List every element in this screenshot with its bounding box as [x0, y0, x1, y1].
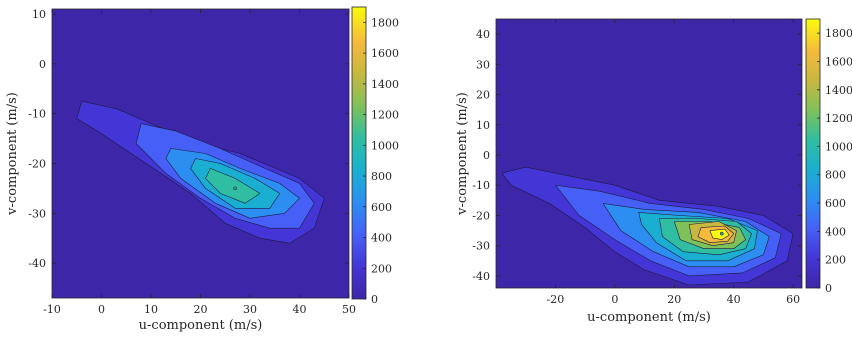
colorbar-tick-label: 200 [825, 254, 846, 267]
colorbar-tick-label: 1200 [371, 109, 399, 122]
y-tick-label: 10 [476, 119, 490, 132]
y-tick-label: -30 [28, 207, 46, 220]
x-axis-label: u-component (m/s) [139, 318, 263, 333]
colorbar [351, 6, 367, 300]
colorbar-tick-label: 1000 [825, 140, 852, 153]
colorbar-tick-label: 1600 [825, 55, 852, 68]
colorbar-tick-label: 1800 [371, 16, 399, 29]
x-tick-label: 10 [144, 303, 158, 316]
colorbar-tick-label: 400 [371, 232, 392, 245]
y-axis-label: v-component (m/s) [455, 92, 470, 216]
y-tick-label: -40 [28, 257, 46, 270]
x-tick-label: -10 [43, 303, 61, 316]
colorbar-tick-label: 1000 [371, 139, 399, 152]
y-tick-label: 20 [476, 89, 490, 102]
x-tick-label: 40 [727, 293, 741, 306]
x-tick-label: 30 [243, 303, 257, 316]
colorbar-tick-label: 1200 [825, 112, 852, 125]
colorbar-tick-label: 1400 [825, 84, 852, 97]
x-axis-label: u-component (m/s) [587, 310, 711, 325]
colorbar-tick-label: 200 [371, 262, 392, 275]
x-tick-label: 0 [98, 303, 105, 316]
x-tick-label: 60 [786, 293, 800, 306]
y-tick-label: 40 [476, 28, 490, 41]
x-tick-label: 20 [667, 293, 681, 306]
right-contour-plot: -20 0 20 40 60 40 30 20 10 0 -10 -20 -30 -40 u-compone… [455, 18, 852, 325]
y-tick-label: -10 [472, 179, 490, 192]
y-tick-label: 10 [32, 8, 46, 21]
y-tick-label: -20 [472, 209, 490, 222]
colorbar-tick-label: 1600 [371, 47, 399, 60]
y-axis-label: v-component (m/s) [5, 92, 20, 216]
contour-level-1800 [709, 228, 730, 240]
colorbar-tick-label: 600 [371, 201, 392, 214]
colorbar-tick-label: 800 [825, 169, 846, 182]
y-tick-label: 0 [483, 149, 490, 162]
colorbar-tick-label: 0 [825, 282, 832, 295]
axes-box [495, 18, 803, 289]
x-tick-label: 40 [293, 303, 307, 316]
colorbar-tick-label: 600 [825, 197, 846, 210]
x-tick-label: -20 [547, 293, 565, 306]
x-tick-label: 20 [194, 303, 208, 316]
y-tick-label: 30 [476, 58, 490, 71]
y-tick-label: 0 [39, 58, 46, 71]
colorbar-tick-label: 1800 [825, 27, 852, 40]
y-tick-label: -10 [28, 108, 46, 121]
x-tick-label: 50 [342, 303, 356, 316]
colorbar-tick-label: 800 [371, 170, 392, 183]
colorbar-tick-label: 1400 [371, 78, 399, 91]
colorbar-tick-label: 400 [825, 225, 846, 238]
left-contour-plot: -10 0 10 20 30 40 50 10 0 -10 -20 -30 -40 u-component… [5, 6, 399, 333]
colorbar-tick-label: 0 [371, 293, 378, 306]
y-tick-label: -30 [472, 240, 490, 253]
y-tick-label: -20 [28, 157, 46, 170]
peak-marker [719, 231, 724, 236]
peak-marker [233, 186, 237, 191]
x-tick-label: 0 [611, 293, 618, 306]
y-tick-label: -40 [472, 270, 490, 283]
contour-level-1000 [205, 168, 261, 204]
colorbar [805, 18, 821, 289]
